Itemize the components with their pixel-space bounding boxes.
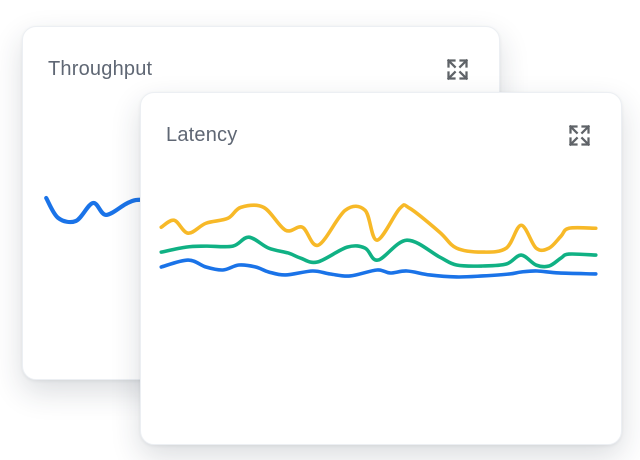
card-header: Latency: [141, 93, 621, 149]
expand-arrows-icon: [446, 58, 469, 81]
latency-expand-button[interactable]: [566, 122, 593, 149]
card-header: Throughput: [23, 27, 499, 83]
chart-line-latency-green: [159, 235, 598, 269]
latency-card: Latency: [140, 92, 622, 445]
latency-card-title: Latency: [166, 124, 238, 146]
chart-line-latency-yellow: [159, 203, 598, 254]
chart-line-throughput-blue: [44, 195, 153, 225]
chart-line-latency-blue: [159, 258, 598, 279]
throughput-expand-button[interactable]: [444, 56, 471, 83]
expand-arrows-icon: [568, 124, 591, 147]
throughput-card-title: Throughput: [48, 58, 153, 80]
